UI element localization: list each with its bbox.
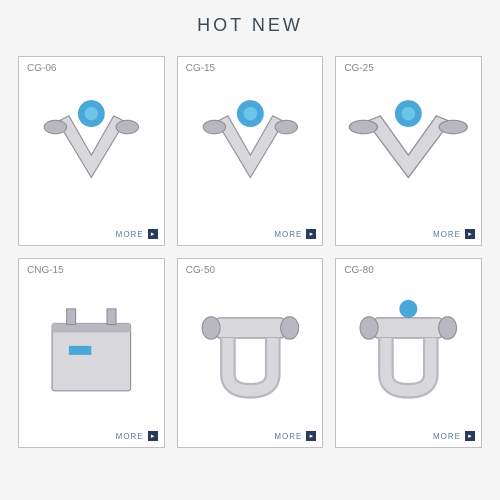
card-footer: MORE ▸ [178, 427, 323, 447]
product-label: CNG-15 [19, 259, 164, 276]
product-label: CG-25 [336, 57, 481, 74]
more-link[interactable]: MORE [116, 432, 144, 441]
product-image [178, 74, 323, 225]
product-image [19, 276, 164, 427]
section-title: HOT NEW [10, 15, 490, 36]
product-image [178, 276, 323, 427]
more-link[interactable]: MORE [433, 432, 461, 441]
product-label: CG-15 [178, 57, 323, 74]
arrow-icon[interactable]: ▸ [465, 431, 475, 441]
product-card[interactable]: CG-50 MORE ▸ [177, 258, 324, 448]
product-label: CG-50 [178, 259, 323, 276]
arrow-icon[interactable]: ▸ [306, 229, 316, 239]
product-card[interactable]: CNG-15 MORE ▸ [18, 258, 165, 448]
more-link[interactable]: MORE [274, 230, 302, 239]
product-image [336, 74, 481, 225]
card-footer: MORE ▸ [336, 225, 481, 245]
product-card[interactable]: CG-80 MORE ▸ [335, 258, 482, 448]
product-card[interactable]: CG-25 MORE ▸ [335, 56, 482, 246]
more-link[interactable]: MORE [433, 230, 461, 239]
product-card[interactable]: CG-06 MORE ▸ [18, 56, 165, 246]
card-footer: MORE ▸ [178, 225, 323, 245]
product-image [19, 74, 164, 225]
product-label: CG-06 [19, 57, 164, 74]
more-link[interactable]: MORE [274, 432, 302, 441]
product-label: CG-80 [336, 259, 481, 276]
more-link[interactable]: MORE [116, 230, 144, 239]
card-footer: MORE ▸ [19, 427, 164, 447]
arrow-icon[interactable]: ▸ [306, 431, 316, 441]
card-footer: MORE ▸ [336, 427, 481, 447]
card-footer: MORE ▸ [19, 225, 164, 245]
product-image [336, 276, 481, 427]
arrow-icon[interactable]: ▸ [148, 229, 158, 239]
product-grid: CG-06 MORE ▸ CG-15 MORE ▸ CG-25 [10, 56, 490, 448]
arrow-icon[interactable]: ▸ [465, 229, 475, 239]
arrow-icon[interactable]: ▸ [148, 431, 158, 441]
product-card[interactable]: CG-15 MORE ▸ [177, 56, 324, 246]
